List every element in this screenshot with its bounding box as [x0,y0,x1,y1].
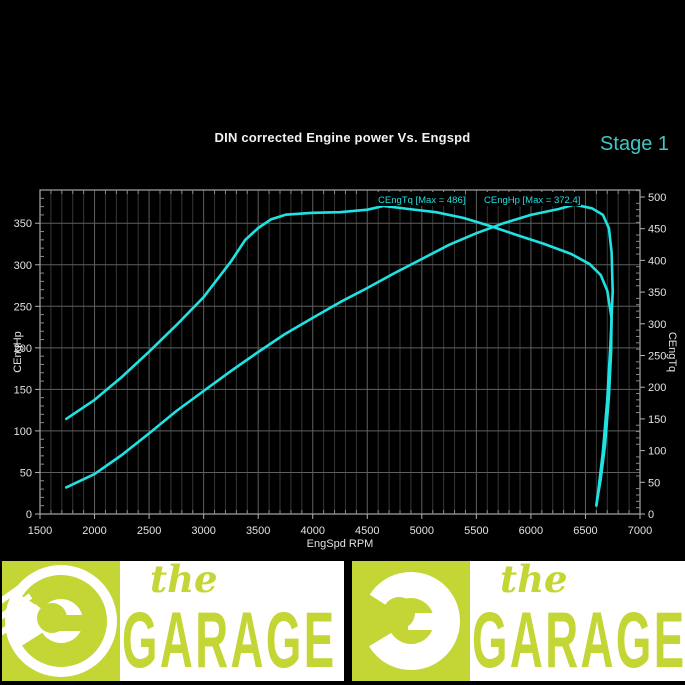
logo-garage-text: GARAGE [472,596,685,681]
legend-box-torque [373,192,465,206]
dyno-chart: 1500 2000 2500 3000 3500 4000 4500 5000 5500 6000… [12,189,678,550]
axis-tick-labels: 1500 2000 2500 3000 3500 4000 4500 5000 5500 6000… [14,192,667,537]
logo-the-text: the [150,561,218,601]
curve-cenghp [64,203,615,508]
garage-g-icon [0,565,117,677]
logo-garage-text: GARAGE [122,596,337,681]
y-left-tick-label: 200 [14,343,32,355]
garage-logo-unit: the GARAGE [0,561,344,681]
y-right-tick-label: 250 [648,350,666,362]
garage-logo-text-block: the GARAGE [470,561,685,681]
x-tick-label: 7000 [628,525,652,537]
garage-banner: the GARAGE the GARAGE [0,561,685,681]
x-tick-label: 2000 [82,525,106,537]
legend-label-power: CEngHp [Max = 372.4] [484,195,580,206]
x-tick-label: 1500 [28,525,52,537]
stage-label: Stage 1 [600,133,669,155]
x-tick-label: 2500 [137,525,161,537]
y-right-tick-label: 350 [648,287,666,299]
curve-cengtq [64,204,613,506]
y-axis-label-right: CEngTq [666,332,678,372]
y-right-tick-label: 0 [648,509,654,521]
y-right-tick-label: 400 [648,255,666,267]
y-left-tick-label: 350 [14,218,32,230]
y-right-tick-label: 150 [648,414,666,426]
x-tick-label: 3000 [191,525,215,537]
garage-logo-mark [0,561,120,681]
x-tick-label: 4000 [300,525,324,537]
minor-gridlines [50,190,630,514]
legend: CEngTq [Max = 486] CEngHp [Max = 372.4] [373,192,581,206]
y-left-tick-label: 100 [14,426,32,438]
axis-ticks [35,190,645,519]
y-right-tick-label: 300 [648,319,666,331]
y-left-tick-label: 250 [14,301,32,313]
y-left-tick-label: 50 [20,467,32,479]
legend-label-torque: CEngTq [Max = 486] [378,195,465,206]
garage-g-icon [362,572,460,670]
y-right-tick-label: 500 [648,192,666,204]
logo-the-text: the [500,561,568,601]
y-left-tick-label: 300 [14,260,32,272]
y-axis-label-left: CEngHp [12,331,24,373]
x-tick-label: 4500 [355,525,379,537]
x-tick-label: 6500 [573,525,597,537]
chart-title: DIN corrected Engine power Vs. Engspd [214,130,471,145]
garage-logo-unit: the GARAGE [352,561,685,681]
x-tick-label: 3500 [246,525,270,537]
y-right-tick-label: 100 [648,446,666,458]
garage-logo-text-block: the GARAGE [120,561,344,681]
garage-logo-mark [352,561,470,681]
y-left-tick-label: 0 [26,509,32,521]
x-tick-label: 5000 [410,525,434,537]
y-right-tick-label: 200 [648,382,666,394]
legend-box-power [479,192,581,206]
x-tick-label: 5500 [464,525,488,537]
plot-border [39,189,641,515]
x-tick-label: 6000 [519,525,543,537]
major-gridlines [40,190,640,514]
curves [64,203,615,508]
x-axis-label: EngSpd RPM [307,538,374,550]
y-right-tick-label: 50 [648,477,660,489]
y-right-tick-label: 450 [648,224,666,236]
y-left-tick-label: 150 [14,384,32,396]
